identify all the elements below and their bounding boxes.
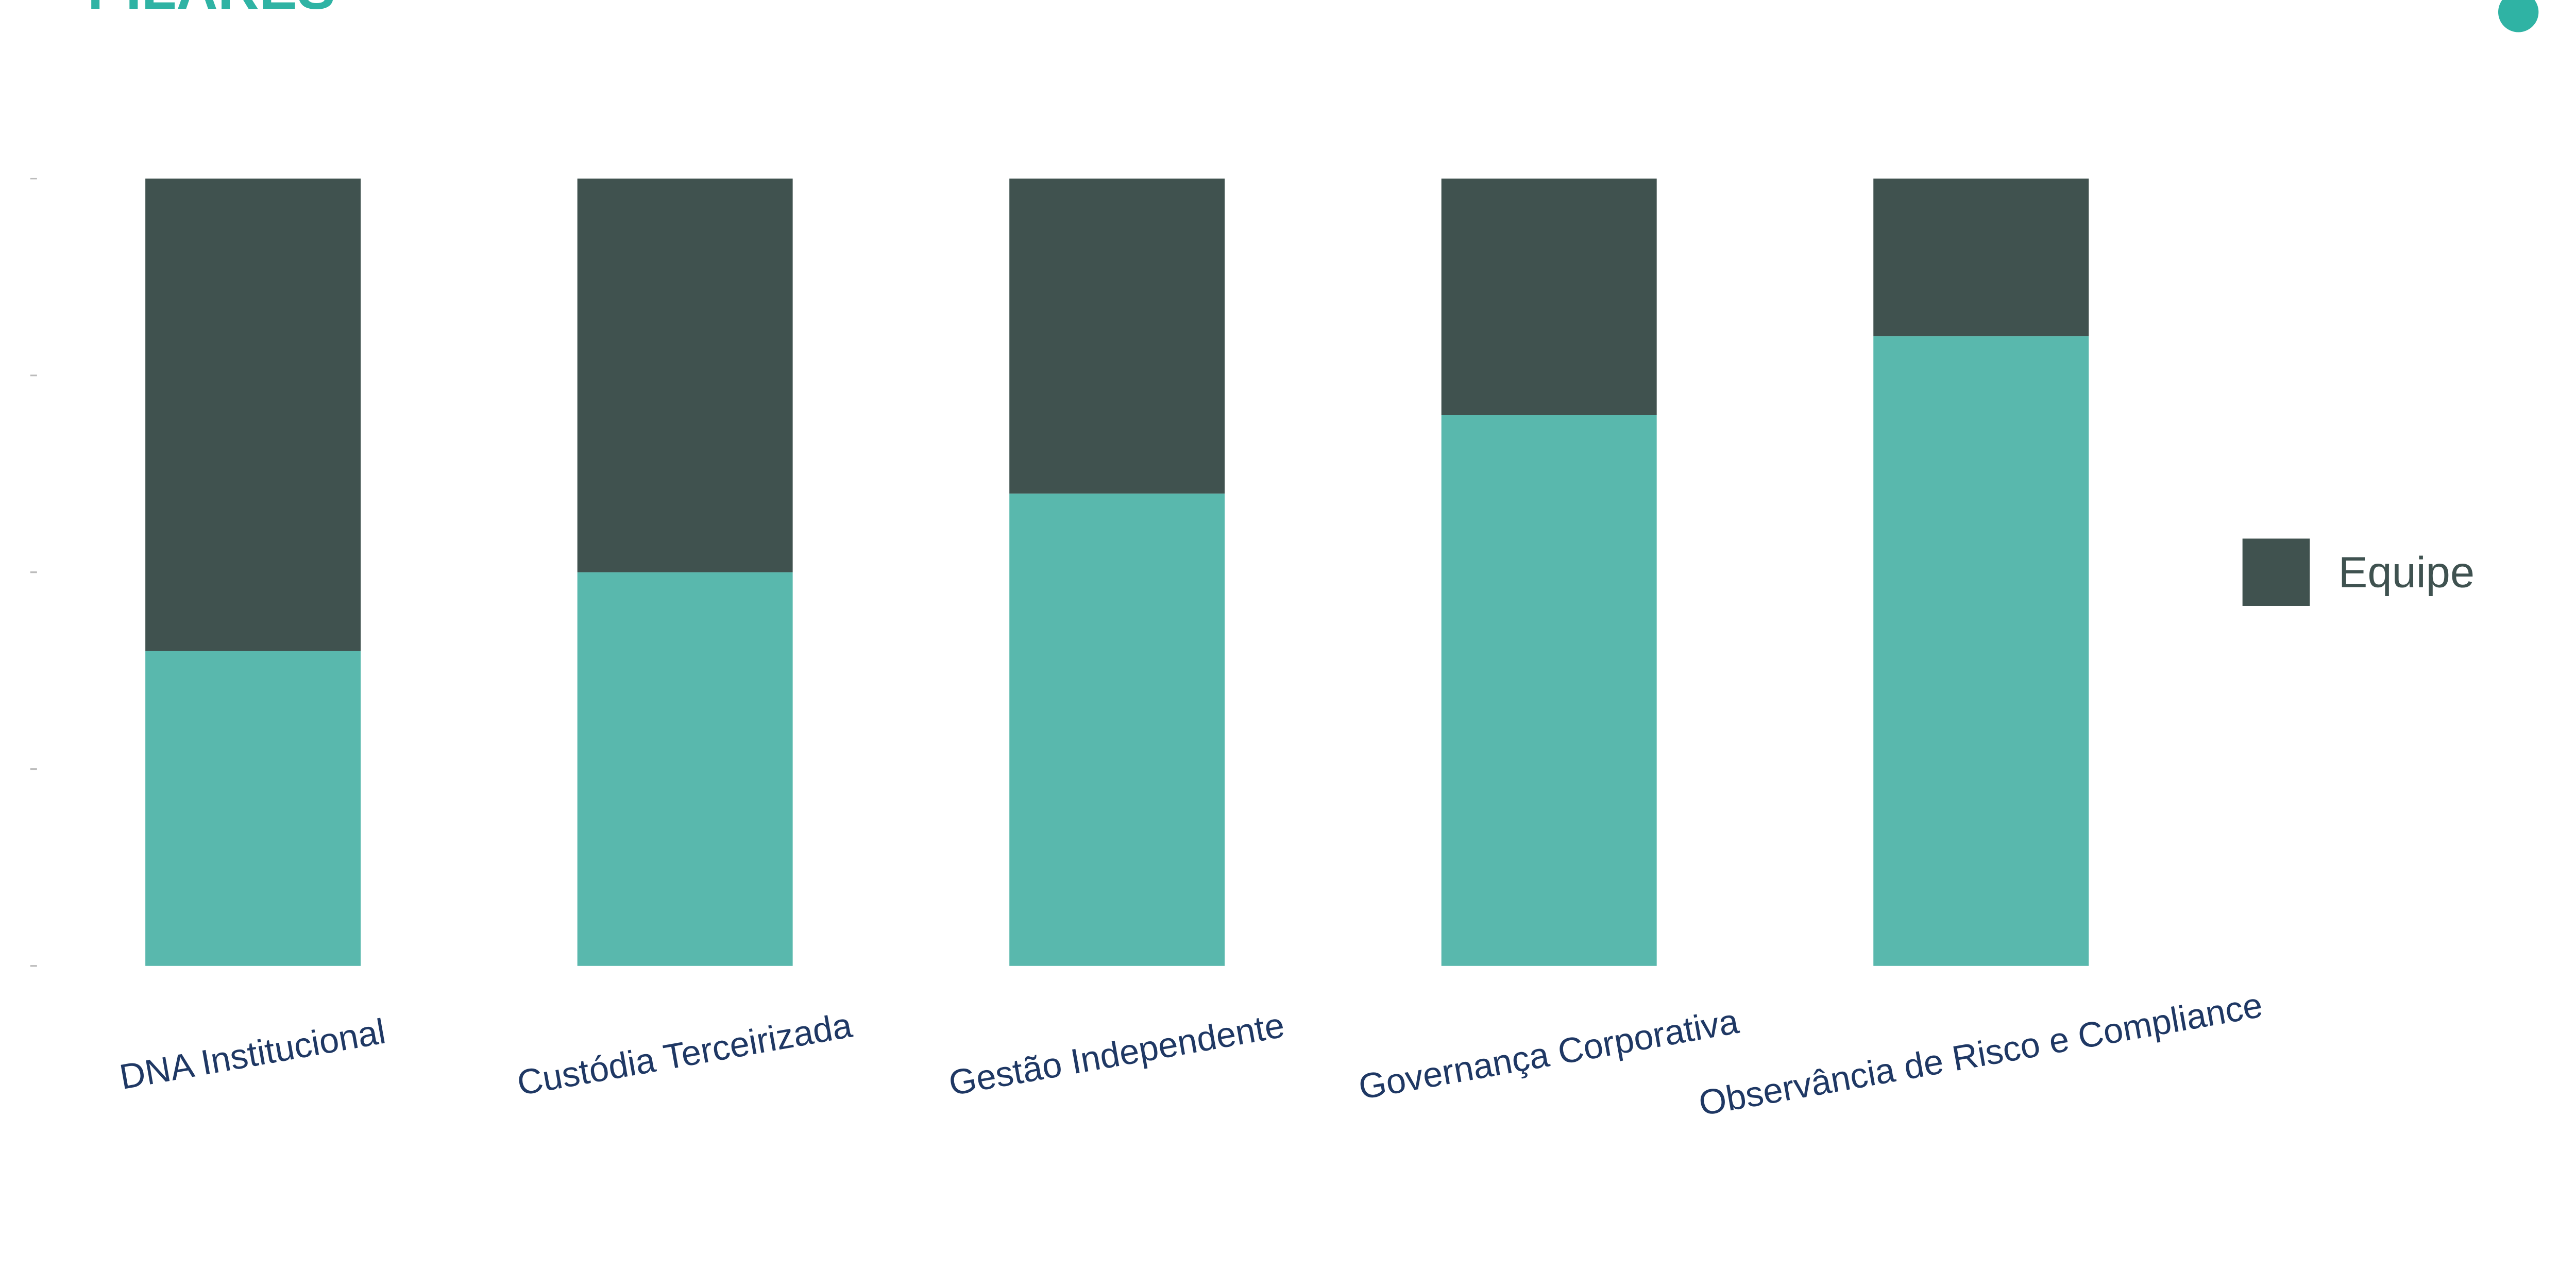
- bar-segment: [577, 572, 793, 966]
- legend-swatch: [2242, 538, 2310, 606]
- bar-segment: [1441, 415, 1657, 966]
- legend-label: Equipe: [2338, 548, 2475, 597]
- slide-title: PILARES: [88, 0, 335, 21]
- bar-segment: [1009, 493, 1225, 966]
- page-badge: [2498, 0, 2539, 32]
- bar-segment: [577, 178, 793, 572]
- bar-segment: [1441, 178, 1657, 415]
- bar-segment: [1873, 336, 2089, 966]
- bar-segment: [145, 178, 361, 651]
- bar-segment: [1009, 178, 1225, 494]
- bar-segment: [145, 651, 361, 966]
- bar-segment: [1873, 178, 2089, 336]
